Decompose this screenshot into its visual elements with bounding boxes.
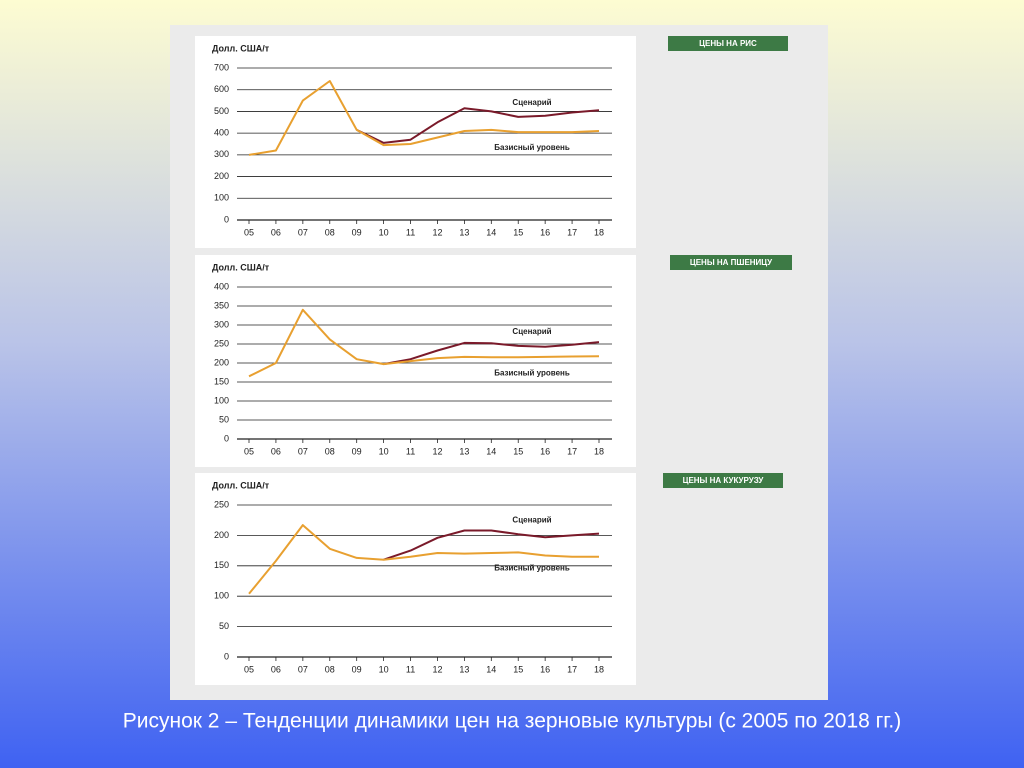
- x-tick-label: 09: [352, 664, 362, 674]
- x-tick-label: 07: [298, 227, 308, 237]
- x-tick-label: 15: [513, 446, 523, 456]
- y-tick-label: 700: [214, 62, 229, 72]
- series-line: [248, 524, 599, 595]
- x-tick-label: 10: [379, 664, 389, 674]
- chart-title: ЦЕНЫ НА КУКУРУЗУ: [683, 476, 765, 485]
- x-tick-label: 16: [540, 446, 550, 456]
- x-tick-label: 12: [432, 664, 442, 674]
- x-tick-label: 15: [513, 664, 523, 674]
- x-tick-label: 17: [567, 446, 577, 456]
- x-tick-label: 18: [594, 446, 604, 456]
- series-label: Сценарий: [512, 515, 551, 524]
- y-tick-label: 300: [214, 149, 229, 159]
- y-axis-label: Долл. США/т: [212, 480, 270, 490]
- x-tick-label: 12: [432, 446, 442, 456]
- y-tick-label: 350: [214, 300, 229, 310]
- x-tick-label: 06: [271, 227, 281, 237]
- x-tick-label: 06: [271, 664, 281, 674]
- series-line: [248, 80, 600, 156]
- x-tick-label: 13: [459, 664, 469, 674]
- caption: Рисунок 2 – Тенденции динамики цен на зе…: [123, 710, 901, 733]
- chart-title: ЦЕНЫ НА РИС: [699, 39, 757, 48]
- series-label: Базисный уровень: [494, 368, 570, 377]
- x-tick-label: 07: [298, 664, 308, 674]
- x-tick-label: 07: [298, 446, 308, 456]
- x-tick-label: 12: [432, 227, 442, 237]
- y-tick-label: 100: [214, 591, 229, 601]
- y-tick-label: 500: [214, 106, 229, 116]
- x-tick-label: 05: [244, 227, 254, 237]
- y-tick-label: 300: [214, 319, 229, 329]
- chart-tag: [670, 255, 792, 270]
- x-tick-label: 08: [325, 664, 335, 674]
- y-tick-label: 50: [219, 621, 229, 631]
- x-tick-label: 14: [486, 227, 496, 237]
- y-tick-label: 100: [214, 193, 229, 203]
- series-line: [383, 341, 600, 366]
- x-tick-label: 08: [325, 227, 335, 237]
- x-tick-label: 14: [486, 664, 496, 674]
- y-tick-label: 250: [214, 338, 229, 348]
- y-tick-label: 200: [214, 171, 229, 181]
- chart-box: [195, 473, 636, 685]
- y-tick-label: 0: [224, 433, 229, 443]
- x-tick-label: 16: [540, 664, 550, 674]
- chart-tag: [668, 36, 788, 51]
- x-tick-label: 13: [459, 227, 469, 237]
- y-tick-label: 100: [214, 395, 229, 405]
- series-label: Базисный уровень: [494, 564, 570, 573]
- x-tick-label: 09: [352, 446, 362, 456]
- y-tick-label: 200: [214, 530, 229, 540]
- series-line: [356, 107, 600, 144]
- x-tick-label: 15: [513, 227, 523, 237]
- x-tick-label: 11: [406, 227, 415, 237]
- x-tick-label: 05: [244, 664, 254, 674]
- series-line: [248, 308, 600, 378]
- x-tick-label: 08: [325, 446, 335, 456]
- y-tick-label: 50: [219, 414, 229, 424]
- y-tick-label: 600: [214, 84, 229, 94]
- x-tick-label: 05: [244, 446, 254, 456]
- chart-title: ЦЕНЫ НА ПШЕНИЦУ: [690, 258, 773, 267]
- x-tick-label: 18: [594, 227, 604, 237]
- x-tick-label: 09: [352, 227, 362, 237]
- x-tick-label: 10: [379, 446, 389, 456]
- series-label: Сценарий: [512, 327, 551, 336]
- series-label: Базисный уровень: [494, 143, 570, 152]
- y-tick-label: 200: [214, 357, 229, 367]
- y-tick-label: 0: [224, 214, 229, 224]
- x-tick-label: 18: [594, 664, 604, 674]
- series-line: [383, 529, 600, 561]
- y-tick-label: 400: [214, 281, 229, 291]
- y-axis-label: Долл. США/т: [212, 43, 270, 53]
- y-tick-label: 150: [214, 560, 229, 570]
- y-axis-label: Долл. США/т: [212, 262, 270, 272]
- series-label: Сценарий: [512, 98, 551, 107]
- x-tick-label: 16: [540, 227, 550, 237]
- x-tick-label: 13: [459, 446, 469, 456]
- x-tick-label: 11: [406, 446, 415, 456]
- x-tick-label: 14: [486, 446, 496, 456]
- y-tick-label: 0: [224, 651, 229, 661]
- x-tick-label: 06: [271, 446, 281, 456]
- chart-tag: [663, 473, 783, 488]
- y-tick-label: 250: [214, 499, 229, 509]
- x-tick-label: 17: [567, 227, 577, 237]
- x-tick-label: 10: [379, 227, 389, 237]
- y-tick-label: 150: [214, 376, 229, 386]
- x-tick-label: 11: [406, 664, 415, 674]
- x-tick-label: 17: [567, 664, 577, 674]
- y-tick-label: 400: [214, 128, 229, 138]
